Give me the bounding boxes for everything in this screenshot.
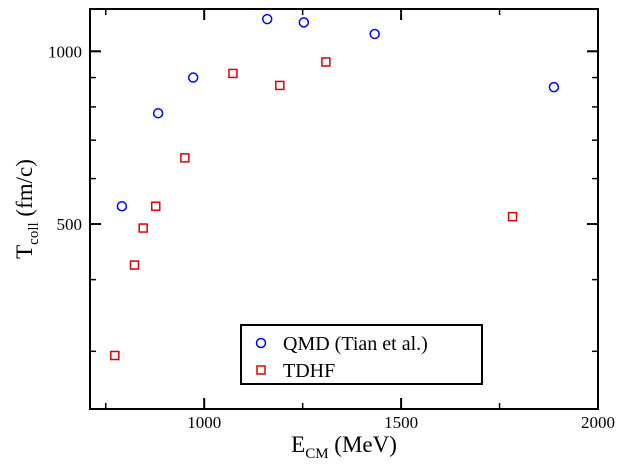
plot-frame (89, 8, 599, 410)
tdhf-data-point (110, 350, 120, 361)
axis-ticks (90, 9, 599, 409)
qmd-data-point (116, 200, 128, 212)
x-tick-label: 1000 (187, 413, 221, 432)
y-tick-label: 500 (57, 215, 83, 234)
qmd-data-point (298, 17, 310, 28)
tdhf-data-point (507, 211, 518, 222)
qmd-data-point (187, 72, 199, 83)
qmd-data-point (369, 28, 380, 40)
y-tick-label: 1000 (48, 42, 82, 61)
legend-label-qmd: QMD (Tian et al.) (283, 333, 428, 355)
legend-marker-qmd (255, 337, 267, 349)
qmd-data-point (261, 13, 273, 25)
x-axis-label: ECM (MeV) (291, 432, 397, 462)
y-axis-label: Tcoll (fm/c) (12, 159, 42, 259)
legend: QMD (Tian et al.) TDHF (240, 324, 483, 385)
plot-area (89, 8, 599, 410)
axis-tick-labels: 1000 1500 2000 500 1000 (48, 42, 615, 432)
legend-marker-tdhf (256, 365, 266, 375)
tdhf-data-point (180, 153, 190, 163)
tdhf-data-point (228, 68, 238, 79)
qmd-data-point (548, 81, 560, 93)
legend-label-tdhf: TDHF (283, 360, 335, 382)
data-points (110, 13, 560, 361)
x-tick-label: 2000 (581, 413, 615, 432)
tdhf-data-point (151, 201, 161, 211)
legend-box (240, 324, 483, 385)
tdhf-data-point (129, 260, 140, 270)
tdhf-data-point (275, 80, 285, 91)
x-tick-label: 1500 (384, 413, 418, 432)
tdhf-data-point (321, 57, 331, 67)
qmd-data-point (152, 107, 164, 119)
tdhf-data-point (138, 223, 148, 233)
